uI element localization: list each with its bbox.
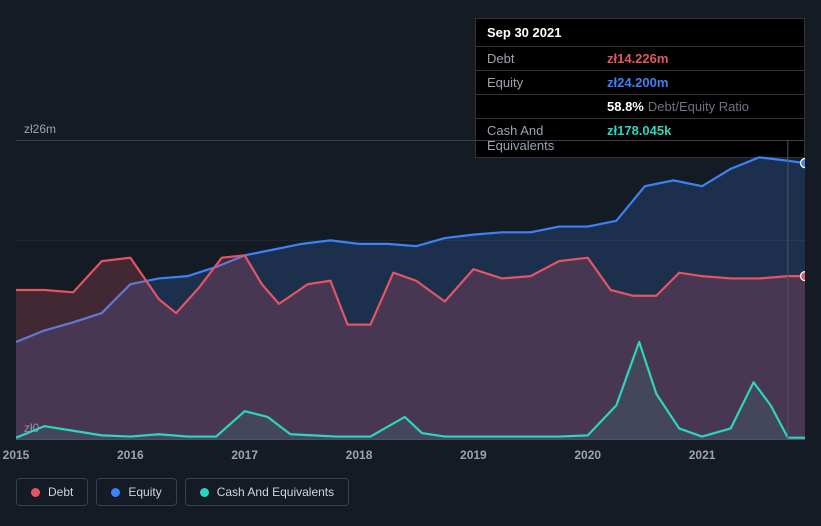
xaxis-year-label: 2017 <box>231 448 258 462</box>
tooltip-row: Equityzł24.200m <box>476 71 804 95</box>
tooltip-row-suffix: Debt/Equity Ratio <box>648 99 749 114</box>
chart-tooltip: Sep 30 2021 Debtzł14.226mEquityzł24.200m… <box>475 18 805 158</box>
tooltip-row-label: Debt <box>487 51 607 66</box>
xaxis-year-label: 2020 <box>574 448 601 462</box>
tooltip-row: Debtzł14.226m <box>476 47 804 71</box>
tooltip-date: Sep 30 2021 <box>476 19 804 47</box>
xaxis-year-label: 2015 <box>3 448 30 462</box>
tooltip-row-value: zł24.200m <box>607 75 668 90</box>
legend-label: Equity <box>128 485 161 499</box>
legend-item[interactable]: Equity <box>96 478 176 506</box>
xaxis-year-label: 2018 <box>346 448 373 462</box>
xaxis-year-label: 2016 <box>117 448 144 462</box>
legend-item[interactable]: Debt <box>16 478 88 506</box>
tooltip-row-label: Equity <box>487 75 607 90</box>
legend-item[interactable]: Cash And Equivalents <box>185 478 349 506</box>
legend-label: Cash And Equivalents <box>217 485 334 499</box>
tooltip-row: 58.8%Debt/Equity Ratio <box>476 95 804 119</box>
tooltip-row-value: zł14.226m <box>607 51 668 66</box>
xaxis-year-label: 2019 <box>460 448 487 462</box>
legend: Debt Equity Cash And Equivalents <box>16 478 349 506</box>
legend-label: Debt <box>48 485 73 499</box>
tooltip-row-label <box>487 99 607 114</box>
yaxis-max-label: zł26m <box>24 122 56 136</box>
legend-dot-icon <box>111 488 120 497</box>
xaxis-year-label: 2021 <box>689 448 716 462</box>
area-chart <box>16 140 805 440</box>
legend-dot-icon <box>31 488 40 497</box>
tooltip-row-value: 58.8%Debt/Equity Ratio <box>607 99 749 114</box>
legend-dot-icon <box>200 488 209 497</box>
